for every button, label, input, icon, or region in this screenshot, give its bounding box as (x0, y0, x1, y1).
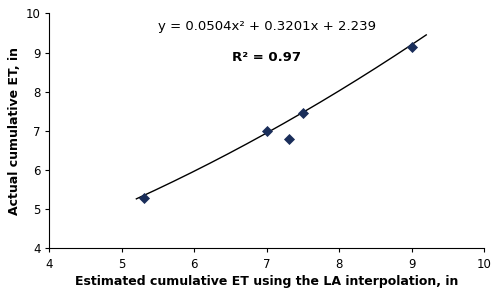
Text: R² = 0.97: R² = 0.97 (232, 51, 302, 64)
Point (408, 44, 416, 49)
Text: y = 0.0504x² + 0.3201x + 2.239: y = 0.0504x² + 0.3201x + 2.239 (158, 20, 376, 33)
Point (140, 195, 147, 200)
Y-axis label: Actual cumulative ET, in: Actual cumulative ET, in (8, 47, 22, 215)
Point (263, 128, 271, 133)
Point (284, 136, 292, 141)
Point (299, 111, 307, 116)
X-axis label: Estimated cumulative ET using the LA interpolation, in: Estimated cumulative ET using the LA int… (75, 275, 458, 288)
